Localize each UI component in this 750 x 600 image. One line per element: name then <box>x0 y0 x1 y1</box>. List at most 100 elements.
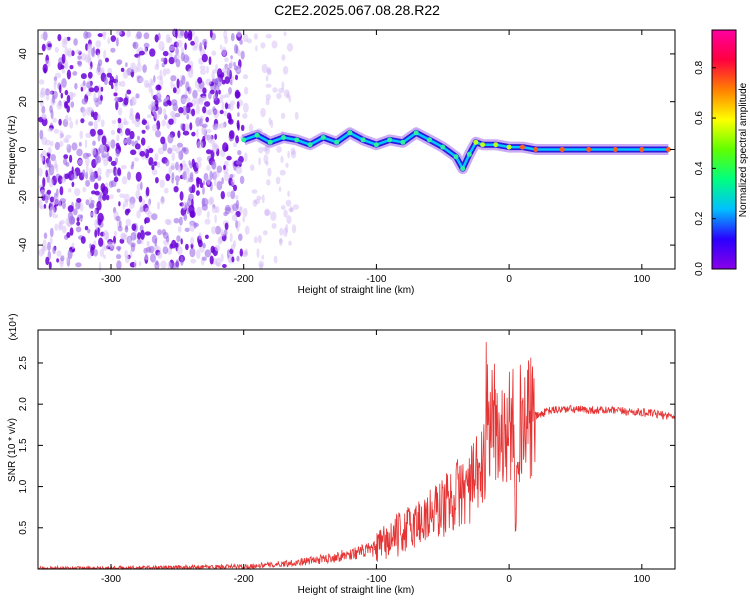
spectrogram-noise-blob <box>265 98 270 106</box>
spectrogram-noise-blob <box>107 37 111 45</box>
spectrogram-noise-blob <box>262 230 268 236</box>
spectrogram-noise-blob <box>106 72 113 78</box>
spectrogram-noise-blob <box>278 87 285 94</box>
spectrogram-noise-blob <box>177 226 182 233</box>
spectrogram-noise-blob <box>258 260 265 268</box>
spectrogram-noise-blob <box>98 237 104 247</box>
spectrogram-noise-blob <box>283 227 288 237</box>
spectrogram-noise-blob <box>73 38 78 46</box>
spectrogram-noise-blob <box>218 89 221 95</box>
spectrogram-noise-blob <box>166 219 172 226</box>
spectrogram-noise-blob <box>82 107 87 117</box>
spectrogram-noise-blob <box>235 160 242 165</box>
spectrogram-noise-blob <box>191 108 196 117</box>
spectrogram-noise-blob <box>248 123 254 132</box>
spectrogram-noise-blob <box>237 220 241 228</box>
spectrogram-noise-blob <box>230 33 235 42</box>
spectrogram-noise-blob <box>154 153 159 161</box>
spectrogram-noise-blob <box>37 167 43 177</box>
spectrogram-noise-blob <box>139 204 144 213</box>
spectrogram-noise-blob <box>250 164 255 171</box>
spectrogram-noise-blob <box>229 60 233 69</box>
spectrogram-noise-blob <box>172 87 177 94</box>
spectrogram-noise-blob <box>137 55 141 65</box>
spectrogram-noise-blob <box>70 216 76 225</box>
spectrogram-noise-blob <box>280 205 286 210</box>
spectrogram-noise-blob <box>135 189 141 200</box>
spectrogram-noise-blob <box>85 199 90 206</box>
colorbar-ticks: 0.0 0.2 0.4 0.6 0.8 <box>694 60 716 276</box>
spectrogram-noise-blob <box>178 216 183 226</box>
spectrogram-noise-blob <box>230 190 236 200</box>
spectrogram-noise-blob <box>155 84 162 91</box>
spectrogram-noise-blob <box>96 113 101 123</box>
spectrogram-noise-blob <box>138 50 145 56</box>
spectrogram-noise-blob <box>54 163 58 169</box>
spectrogram-noise-blob <box>85 91 92 97</box>
spectrogram-y-tick-label: 40 <box>18 48 29 60</box>
spectrogram-noise-blob <box>222 264 227 268</box>
spectrogram-noise-blob <box>154 34 159 43</box>
spectrogram-noise-blob <box>109 194 114 200</box>
spectrogram-trace-point <box>480 142 486 148</box>
spectrogram-noise-blob <box>138 261 142 267</box>
spectrogram-noise-blob <box>236 119 240 129</box>
spectrogram-noise-blob <box>99 67 105 74</box>
spectrogram-noise-blob <box>279 169 286 176</box>
spectrogram-noise-blob <box>253 236 258 244</box>
spectrogram-noise-blob <box>45 139 51 146</box>
spectrogram-noise-blob <box>201 123 208 128</box>
spectrogram-noise-blob <box>94 218 99 229</box>
spectrogram-trace-point <box>347 130 353 136</box>
spectrogram-noise-blob <box>135 171 142 182</box>
spectrogram-noise-blob <box>230 243 236 251</box>
spectrogram-noise-blob <box>167 36 173 44</box>
spectrogram-noise-blob <box>136 31 143 39</box>
spectrogram-noise-blob <box>236 30 242 38</box>
spectrogram-noise-blob <box>242 74 249 80</box>
spectrogram-noise-blob <box>261 63 268 74</box>
spectrogram-noise-blob <box>232 203 239 212</box>
spectrogram-noise-blob <box>202 186 205 195</box>
spectrogram-noise-blob <box>190 258 197 264</box>
spectrogram-noise-blob <box>171 144 177 152</box>
spectrogram-noise-blob <box>54 223 59 231</box>
spectrogram-noise-blob <box>133 260 137 268</box>
spectrogram-noise-blob <box>156 89 161 98</box>
spectrogram-noise-blob <box>186 113 190 120</box>
spectrogram-noise-blob <box>49 105 53 114</box>
spectrogram-noise-blob <box>144 253 149 261</box>
spectrogram-noise-blob <box>60 131 64 139</box>
spectrogram-noise-blob <box>160 57 166 62</box>
spectrogram-noise-blob <box>74 188 81 197</box>
spectrogram-noise-blob <box>114 82 118 92</box>
spectrogram-noise-blob <box>53 128 60 134</box>
colorbar-tick-label: 0.2 <box>694 211 705 225</box>
spectrogram-noise-blob <box>224 93 230 98</box>
spectrogram-noise-blob <box>40 189 46 197</box>
snr-series-line <box>38 342 676 571</box>
spectrogram-noise-blob <box>157 147 164 155</box>
spectrogram-noise-blob <box>188 186 193 193</box>
spectrogram-noise-blob <box>176 142 183 148</box>
spectrogram-noise-blob <box>272 87 278 93</box>
spectrogram-noise-blob <box>86 81 93 89</box>
spectrogram-noise-blob <box>221 101 225 110</box>
spectrogram-noise-blob <box>146 240 150 247</box>
spectrogram-noise-blob <box>47 90 53 95</box>
spectrogram-noise-blob <box>139 150 146 157</box>
spectrogram-trace-point <box>639 147 645 152</box>
spectrogram-noise-blob <box>239 175 245 185</box>
spectrogram-noise-blob <box>262 146 269 152</box>
spectrogram-noise-blob <box>286 215 292 224</box>
spectrogram-trace-point <box>466 151 472 157</box>
snr-y-tick-label: 1.0 <box>18 479 29 493</box>
spectrogram-trace-point <box>559 147 565 152</box>
spectrogram-noise-blob <box>175 161 179 171</box>
spectrogram-noise-blob <box>150 88 154 98</box>
spectrogram-noise-blob <box>123 138 128 144</box>
spectrogram-noise-blob <box>97 52 100 59</box>
spectrogram-noise-blob <box>242 113 248 119</box>
spectrogram-noise-blob <box>125 199 128 204</box>
spectrogram-noise-blob <box>187 68 194 78</box>
